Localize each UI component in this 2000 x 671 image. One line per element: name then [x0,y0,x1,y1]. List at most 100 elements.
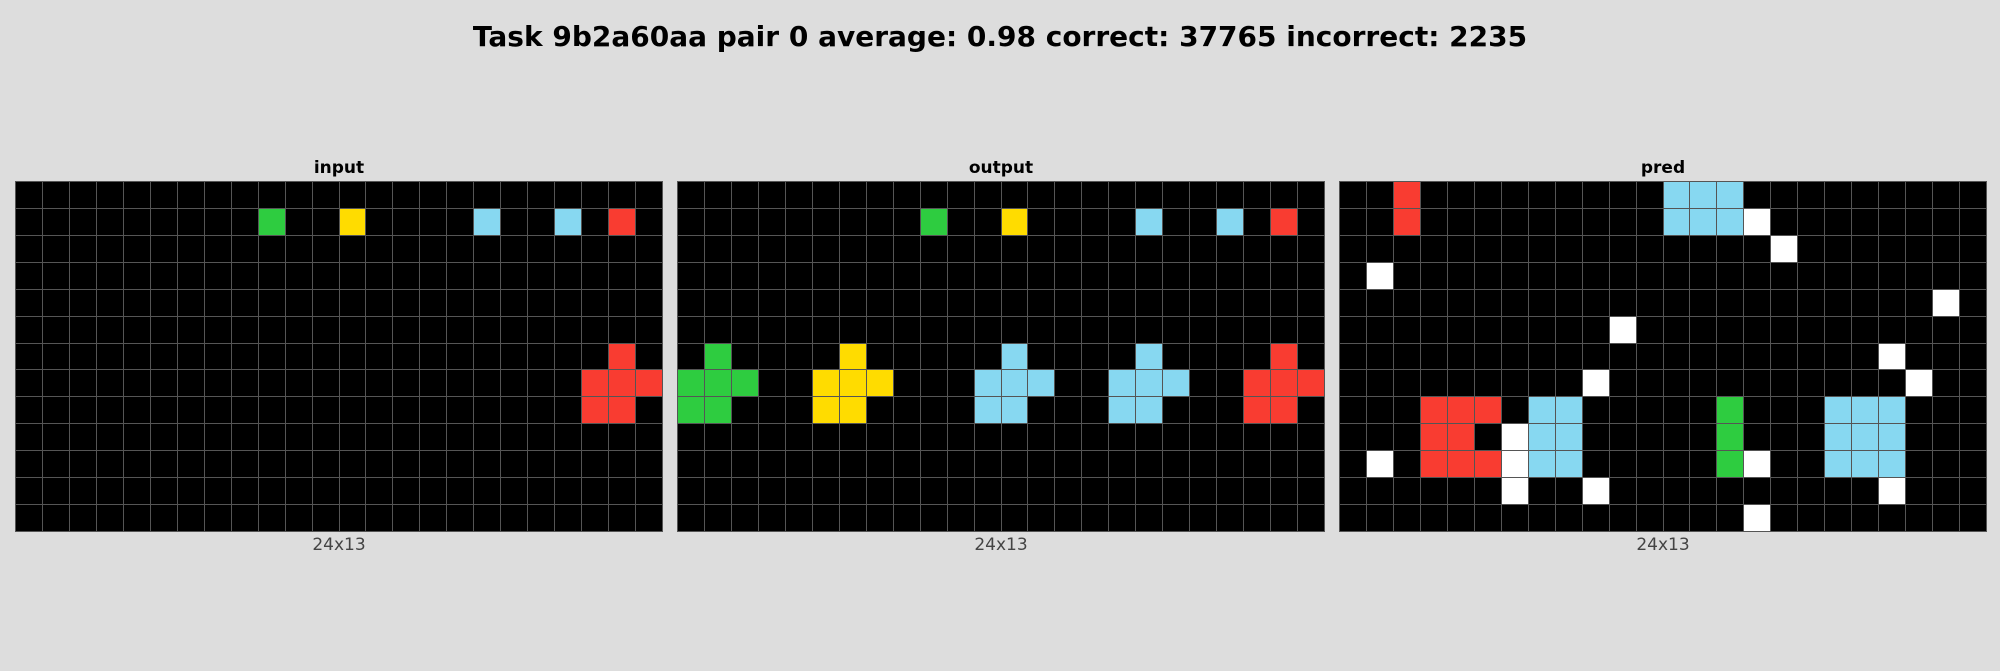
grid-cell [1582,182,1609,208]
grid-cell [704,397,731,424]
grid-cell [758,316,785,343]
grid-cell [339,370,366,397]
grid-cell [1082,262,1109,289]
grid-cell [839,505,866,531]
grid-cell [731,343,758,370]
grid-cell [1136,262,1163,289]
grid-cell [1501,262,1528,289]
grid-cell [1825,235,1852,262]
grid-cell [1474,343,1501,370]
input-grid [15,181,663,532]
grid-cell [920,451,947,478]
grid-cell [177,451,204,478]
grid-cell [1852,262,1879,289]
grid-cell [555,182,582,208]
grid-cell [204,478,231,505]
grid-cell [947,235,974,262]
grid-cell [1852,451,1879,478]
grid-cell [636,343,662,370]
grid-cell [1447,235,1474,262]
grid-cell [1690,208,1717,235]
grid-cell [839,235,866,262]
grid-cell [366,424,393,451]
grid-cell [96,316,123,343]
grid-cell [16,424,42,451]
grid-cell [258,424,285,451]
grid-cell [69,289,96,316]
grid-cell [704,505,731,531]
grid-cell [501,478,528,505]
grid-cell [1663,505,1690,531]
grid-cell [420,262,447,289]
grid-cell [1555,208,1582,235]
grid-cell [1690,478,1717,505]
output-panel: output 24x13 [677,155,1325,555]
grid-cell [447,208,474,235]
grid-cell [1340,451,1366,478]
grid-cell [258,208,285,235]
grid-cell [1001,343,1028,370]
grid-cell [920,370,947,397]
grid-cell [785,289,812,316]
grid-cell [1528,316,1555,343]
grid-cell [1217,424,1244,451]
grid-cell [258,262,285,289]
grid-cell [1244,505,1271,531]
grid-cell [1055,397,1082,424]
grid-cell [1028,478,1055,505]
grid-cell [123,316,150,343]
grid-cell [339,451,366,478]
grid-cell [150,451,177,478]
grid-cell [1447,262,1474,289]
grid-cell [1528,235,1555,262]
grid-cell [96,343,123,370]
grid-cell [609,397,636,424]
grid-cell [1420,316,1447,343]
grid-cell [69,262,96,289]
grid-cell [16,397,42,424]
grid-cell [96,289,123,316]
grid-cell [1879,289,1906,316]
grid-cell [177,235,204,262]
grid-cell [555,397,582,424]
grid-cell [947,451,974,478]
grid-cell [258,505,285,531]
grid-cell [1960,478,1986,505]
grid-cell [1582,208,1609,235]
grid-cell [1190,235,1217,262]
grid-cell [1744,235,1771,262]
grid-cell [1244,235,1271,262]
grid-cell [1825,505,1852,531]
grid-cell [812,316,839,343]
grid-cell [731,505,758,531]
grid-cell [1190,343,1217,370]
grid-cell [582,289,609,316]
grid-cell [812,397,839,424]
grid-cell [1298,424,1324,451]
grid-cell [447,370,474,397]
grid-cell [312,262,339,289]
grid-cell [16,316,42,343]
grid-cell [474,316,501,343]
grid-cell [231,424,258,451]
grid-cell [636,182,662,208]
grid-cell [1190,397,1217,424]
grid-cell [474,182,501,208]
grid-cell [785,424,812,451]
grid-cell [1055,343,1082,370]
grid-cell [1447,424,1474,451]
grid-cell [1879,478,1906,505]
grid-cell [1690,262,1717,289]
grid-cell [393,289,420,316]
grid-cell [812,235,839,262]
grid-cell [339,505,366,531]
grid-cell [1690,235,1717,262]
grid-cell [974,424,1001,451]
grid-cell [1082,478,1109,505]
grid-cell [1109,370,1136,397]
grid-cell [731,478,758,505]
grid-cell [1474,451,1501,478]
grid-cell [920,478,947,505]
grid-cell [16,182,42,208]
grid-cell [1298,397,1324,424]
